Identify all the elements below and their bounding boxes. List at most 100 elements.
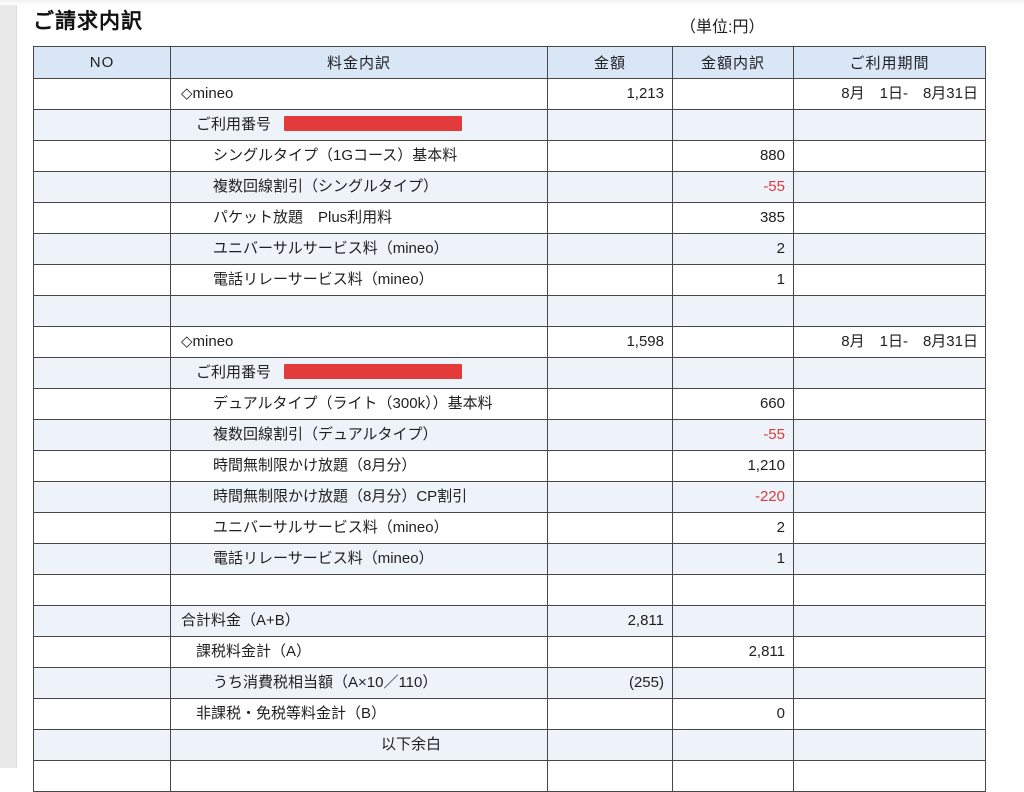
cell-usage-period xyxy=(793,419,986,451)
cell-amount-detail: 660 xyxy=(672,388,794,420)
cell-amount xyxy=(547,233,673,265)
row-label: 電話リレーサービス料（mineo） xyxy=(213,550,434,567)
cell-amount-detail xyxy=(672,667,794,699)
cell-no xyxy=(33,140,171,172)
cell-usage-period xyxy=(793,171,986,203)
cell-no xyxy=(33,233,171,265)
cell-no xyxy=(33,760,171,792)
cell-usage-period xyxy=(793,388,986,420)
unit-label: （単位:円） xyxy=(680,19,765,36)
table-row: 以下余白 xyxy=(33,729,986,761)
cell-no xyxy=(33,171,171,203)
cell-usage-period xyxy=(793,233,986,265)
table-row: ご利用番号 xyxy=(33,109,986,141)
cell-amount-detail xyxy=(672,295,794,327)
cell-usage-period xyxy=(793,481,986,513)
billing-table-header: NO 料金内訳 金額 金額内訳 ご利用期間 xyxy=(33,46,986,79)
cell-amount xyxy=(547,357,673,389)
cell-amount xyxy=(547,109,673,141)
table-row: 電話リレーサービス料（mineo） 1 xyxy=(33,264,986,296)
cell-amount-detail: 0 xyxy=(672,698,794,730)
cell-breakdown-label: ご利用番号 xyxy=(170,109,548,141)
table-row: うち消費税相当額（A×10／110） (255) xyxy=(33,667,986,699)
cell-amount: 1,598 xyxy=(547,326,673,358)
cell-usage-period xyxy=(793,357,986,389)
page-left-margin-strip xyxy=(0,0,17,768)
column-header-amount: 金額 xyxy=(547,46,673,79)
cell-breakdown-label: 時間無制限かけ放題（8月分） xyxy=(170,450,548,482)
row-label: デュアルタイプ（ライト（300k））基本料 xyxy=(213,395,493,412)
cell-no xyxy=(33,78,171,110)
cell-usage-period xyxy=(793,450,986,482)
cell-amount-detail xyxy=(672,605,794,637)
cell-no xyxy=(33,326,171,358)
redacted-usage-number-box xyxy=(284,364,463,379)
cell-breakdown-label: ◇mineo xyxy=(170,326,548,358)
column-header-no: NO xyxy=(33,46,171,79)
cell-amount xyxy=(547,419,673,451)
row-label: 課税料金計（A） xyxy=(196,643,312,660)
cell-breakdown-label: 複数回線割引（デュアルタイプ） xyxy=(170,419,548,451)
table-row xyxy=(33,295,986,327)
table-row xyxy=(33,760,986,792)
cell-amount-detail xyxy=(672,109,794,141)
cell-usage-period xyxy=(793,605,986,637)
cell-breakdown-label: 電話リレーサービス料（mineo） xyxy=(170,543,548,575)
row-label: 以下余白 xyxy=(381,736,442,753)
cell-amount xyxy=(547,698,673,730)
cell-amount-detail xyxy=(672,326,794,358)
cell-amount-detail: 1 xyxy=(672,543,794,575)
cell-breakdown-label: 以下余白 xyxy=(170,729,548,761)
cell-breakdown-label: パケット放題 Plus利用料 xyxy=(170,202,548,234)
cell-no xyxy=(33,450,171,482)
cell-usage-period xyxy=(793,543,986,575)
top-edge-shade xyxy=(0,0,1024,5)
cell-amount xyxy=(547,760,673,792)
cell-breakdown-label: 複数回線割引（シングルタイプ） xyxy=(170,171,548,203)
cell-no xyxy=(33,574,171,606)
row-label: ユニバーサルサービス料（mineo） xyxy=(213,240,449,257)
cell-amount-detail: 1,210 xyxy=(672,450,794,482)
cell-amount xyxy=(547,574,673,606)
page-title: ご請求内訳 xyxy=(33,10,143,33)
table-row xyxy=(33,574,986,606)
cell-breakdown-label: ユニバーサルサービス料（mineo） xyxy=(170,233,548,265)
cell-amount-detail: -220 xyxy=(672,481,794,513)
cell-amount-detail: 1 xyxy=(672,264,794,296)
cell-amount-detail xyxy=(672,78,794,110)
cell-amount-detail: 2 xyxy=(672,512,794,544)
table-row: 非課税・免税等料金計（B） 0 xyxy=(33,698,986,730)
cell-usage-period xyxy=(793,295,986,327)
cell-amount: (255) xyxy=(547,667,673,699)
cell-usage-period xyxy=(793,636,986,668)
cell-usage-period xyxy=(793,760,986,792)
cell-amount xyxy=(547,729,673,761)
cell-no xyxy=(33,357,171,389)
cell-no xyxy=(33,264,171,296)
cell-no xyxy=(33,295,171,327)
cell-breakdown-label xyxy=(170,574,548,606)
cell-amount xyxy=(547,140,673,172)
table-row: 時間無制限かけ放題（8月分）CP割引 -220 xyxy=(33,481,986,513)
table-row: 複数回線割引（デュアルタイプ） -55 xyxy=(33,419,986,451)
table-row: 合計料金（A+B） 2,811 xyxy=(33,605,986,637)
cell-amount-detail xyxy=(672,729,794,761)
cell-no xyxy=(33,481,171,513)
table-row: ユニバーサルサービス料（mineo） 2 xyxy=(33,233,986,265)
cell-no xyxy=(33,202,171,234)
cell-usage-period xyxy=(793,202,986,234)
row-label: 合計料金（A+B） xyxy=(181,612,300,629)
row-label: 時間無制限かけ放題（8月分）CP割引 xyxy=(213,488,468,505)
table-row: パケット放題 Plus利用料 385 xyxy=(33,202,986,234)
cell-amount-detail xyxy=(672,760,794,792)
cell-no xyxy=(33,667,171,699)
cell-amount xyxy=(547,450,673,482)
row-label: 電話リレーサービス料（mineo） xyxy=(213,271,434,288)
cell-amount xyxy=(547,388,673,420)
row-label: 時間無制限かけ放題（8月分） xyxy=(213,457,417,474)
cell-amount-detail: 2,811 xyxy=(672,636,794,668)
cell-amount xyxy=(547,636,673,668)
cell-amount: 2,811 xyxy=(547,605,673,637)
table-row: 電話リレーサービス料（mineo） 1 xyxy=(33,543,986,575)
table-row: ◇mineo 1,213 8月 1日- 8月31日 xyxy=(33,78,986,110)
